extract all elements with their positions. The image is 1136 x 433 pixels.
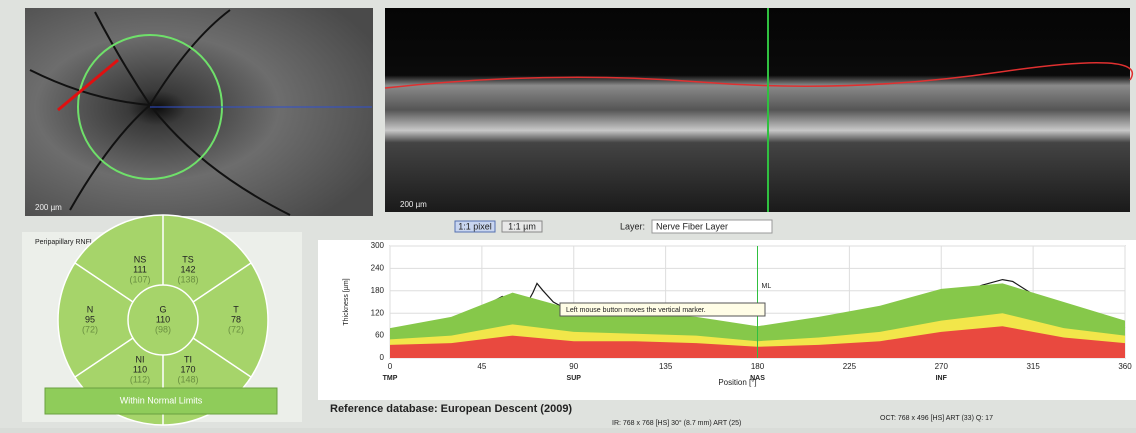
layer-label: Layer: bbox=[620, 221, 645, 231]
x-tick-label: 360 bbox=[1118, 362, 1132, 371]
pixel-label: 1:1 pixel bbox=[458, 221, 492, 231]
sector-label: NS bbox=[134, 254, 147, 264]
y-tick-label: 0 bbox=[380, 353, 385, 362]
x-tick-label: 315 bbox=[1026, 362, 1040, 371]
oct-scale: 200 µm bbox=[400, 200, 427, 209]
x-axis-label: Position [°] bbox=[718, 378, 756, 387]
reference: Reference database: European Descent (20… bbox=[330, 403, 572, 415]
y-tick-label: 60 bbox=[375, 331, 384, 340]
x-sublabel: SUP bbox=[567, 375, 582, 382]
x-tick-label: 135 bbox=[659, 362, 673, 371]
sector-value: 170 bbox=[180, 364, 195, 374]
layer-value: Nerve Fiber Layer bbox=[656, 221, 728, 231]
x-tick-label: 45 bbox=[477, 362, 486, 371]
sector-label: G bbox=[159, 304, 166, 314]
status-ir: IR: 768 x 768 [HS] 30° (8.7 mm) ART (25) bbox=[612, 419, 741, 427]
x-tick-label: 270 bbox=[935, 362, 949, 371]
y-axis-label: Thickness [µm] bbox=[343, 278, 350, 325]
sector-value: 142 bbox=[180, 264, 195, 274]
sector-value: 95 bbox=[85, 314, 95, 324]
oct-image bbox=[385, 8, 1130, 212]
marker-label: ML bbox=[762, 283, 772, 290]
sector-value: 110 bbox=[156, 314, 170, 324]
sector-value: 111 bbox=[133, 264, 147, 274]
x-sublabel: INF bbox=[936, 375, 948, 382]
tooltip: Left mouse button moves the vertical mar… bbox=[566, 307, 706, 314]
sector-label: N bbox=[87, 304, 94, 314]
y-tick-label: 300 bbox=[371, 241, 385, 250]
result: Within Normal Limits bbox=[120, 395, 203, 405]
x-tick-label: 90 bbox=[569, 362, 578, 371]
sector-normal: (98) bbox=[155, 324, 171, 334]
sector-label: NI bbox=[136, 354, 145, 364]
x-tick-label: 0 bbox=[388, 362, 393, 371]
y-tick-label: 240 bbox=[371, 264, 385, 273]
x-tick-label: 225 bbox=[843, 362, 857, 371]
sector-label: TS bbox=[182, 254, 194, 264]
y-tick-label: 120 bbox=[371, 308, 385, 317]
x-sublabel: TMP bbox=[383, 375, 398, 382]
sector-normal: (72) bbox=[228, 324, 244, 334]
x-tick-label: 180 bbox=[751, 362, 765, 371]
sector-label: T bbox=[233, 304, 239, 314]
screen: 200 µm 200 µm 1:1 pixel 1:1 µm Layer: Ne… bbox=[0, 0, 1136, 428]
page: {"fundus":{"scale":"200 µm"}, "oct":{"sc… bbox=[0, 0, 1136, 433]
sector-normal: (72) bbox=[82, 324, 98, 334]
sector-value: 78 bbox=[231, 314, 241, 324]
micron-label: 1:1 µm bbox=[508, 221, 536, 231]
sector-normal: (107) bbox=[129, 274, 150, 284]
sector-label: TI bbox=[184, 354, 192, 364]
fundus-scale: 200 µm bbox=[35, 203, 62, 212]
sector-normal: (138) bbox=[177, 274, 198, 284]
status-oct: OCT: 768 x 496 [HS] ART (33) Q: 17 bbox=[880, 415, 993, 422]
y-tick-label: 180 bbox=[371, 286, 385, 295]
sector-normal: (148) bbox=[177, 374, 198, 384]
sector-normal: (112) bbox=[130, 374, 150, 384]
sector-value: 110 bbox=[133, 364, 147, 374]
